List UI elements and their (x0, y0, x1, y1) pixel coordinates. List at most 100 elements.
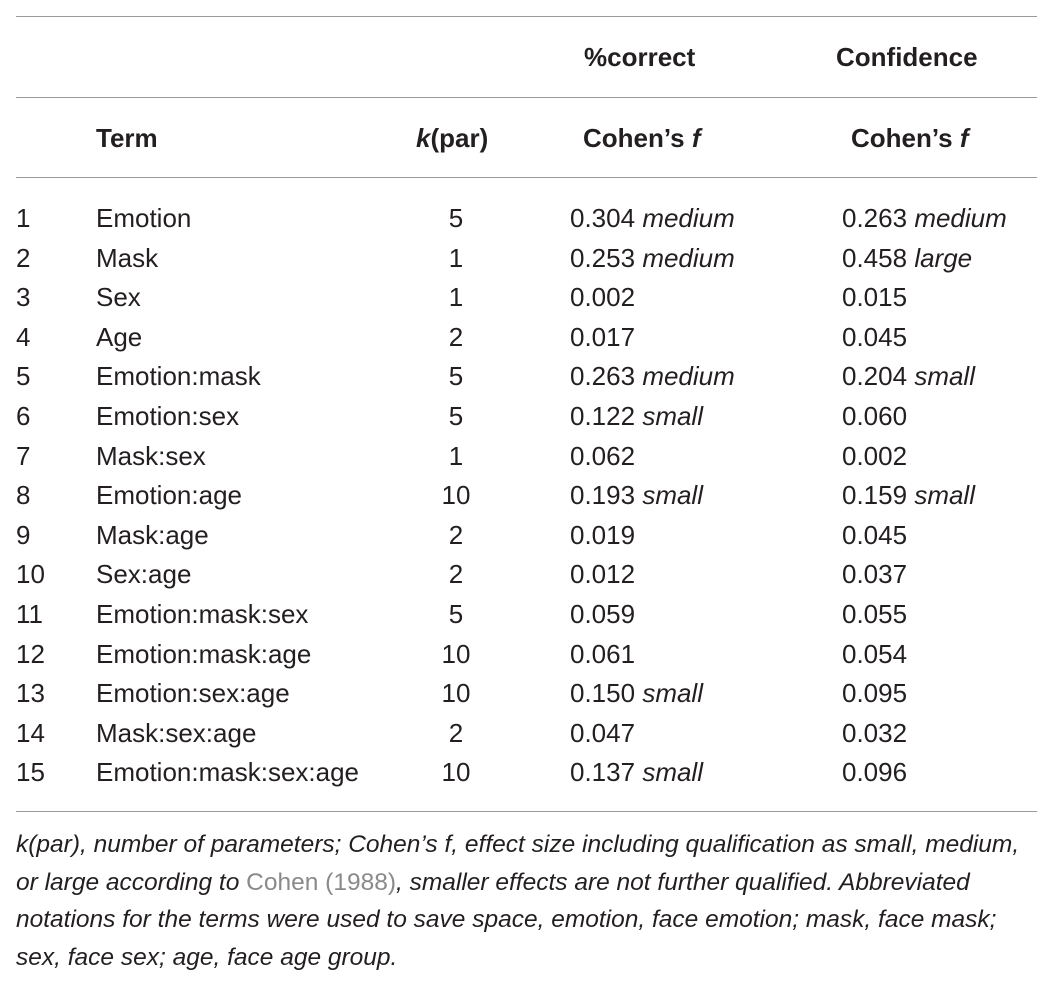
header-cohen-f-pct: Cohen’s f (583, 121, 701, 155)
row-k-par: 10 (441, 757, 471, 787)
row-term: Sex (96, 282, 141, 312)
header-cohen-prefix-conf: Cohen’s (851, 123, 960, 153)
row-pct-correct-value: 0.017 (570, 322, 636, 352)
row-pct-correct-qualifier: medium (642, 203, 735, 233)
footnote-citation-link[interactable]: Cohen (1988) (246, 868, 396, 896)
header-confidence: Confidence (836, 42, 978, 72)
row-pct-correct-cohen-f: 0.150 small (570, 676, 703, 710)
row-pct-correct-value: 0.019 (570, 520, 636, 550)
row-term: Sex:age (96, 559, 192, 589)
row-confidence-cohen-f: 0.015 (842, 280, 907, 314)
row-confidence-value: 0.002 (842, 441, 908, 471)
row-number: 14 (16, 718, 45, 748)
row-k-par: 2 (448, 718, 464, 748)
row-pct-correct-value: 0.137 (570, 757, 636, 787)
row-number: 4 (16, 322, 31, 352)
row-pct-correct-value: 0.304 (570, 203, 636, 233)
header-k-italic: k (416, 123, 431, 153)
row-term: Age (96, 322, 143, 352)
row-term: Mask:sex:age (96, 718, 257, 748)
row-confidence-value: 0.015 (842, 282, 908, 312)
row-number: 8 (16, 480, 31, 510)
row-pct-correct-cohen-f: 0.193 small (570, 478, 703, 512)
row-k-par: 5 (448, 401, 464, 431)
row-confidence-cohen-f: 0.002 (842, 439, 907, 473)
row-number: 9 (16, 520, 31, 550)
row-k-par: 10 (441, 480, 471, 510)
row-confidence-value: 0.095 (842, 678, 908, 708)
row-pct-correct-cohen-f: 0.012 (570, 557, 635, 591)
row-term: Emotion:mask:sex (96, 599, 309, 629)
row-pct-correct-value: 0.122 (570, 401, 636, 431)
row-pct-correct-qualifier: medium (642, 243, 735, 273)
row-pct-correct-value: 0.253 (570, 243, 636, 273)
row-k-par: 10 (441, 678, 471, 708)
row-confidence-cohen-f: 0.045 (842, 518, 907, 552)
row-confidence-value: 0.060 (842, 401, 908, 431)
row-k-par: 10 (441, 639, 471, 669)
row-pct-correct-qualifier: medium (642, 361, 735, 391)
row-confidence-value: 0.263 (842, 203, 908, 233)
row-confidence-value: 0.037 (842, 559, 908, 589)
row-term: Emotion:sex:age (96, 678, 290, 708)
body-bottom-rule (16, 811, 1037, 812)
top-rule (16, 16, 1037, 17)
row-number: 2 (16, 243, 31, 273)
row-pct-correct-cohen-f: 0.062 (570, 439, 635, 473)
row-term: Emotion (96, 203, 192, 233)
row-pct-correct-value: 0.193 (570, 480, 636, 510)
row-pct-correct-value: 0.263 (570, 361, 636, 391)
row-pct-correct-value: 0.002 (570, 282, 636, 312)
row-pct-correct-cohen-f: 0.061 (570, 637, 635, 671)
footnote-text-1: k(par), number of parameters; Cohen’s f,… (16, 831, 1020, 896)
row-confidence-qualifier: large (914, 243, 973, 273)
row-pct-correct-cohen-f: 0.059 (570, 597, 635, 631)
row-k-par: 1 (448, 282, 464, 312)
row-confidence-qualifier: medium (914, 203, 1007, 233)
row-confidence-cohen-f: 0.054 (842, 637, 907, 671)
row-confidence-cohen-f: 0.045 (842, 320, 907, 354)
row-number: 7 (16, 441, 31, 471)
row-term: Emotion:age (96, 480, 242, 510)
row-number: 6 (16, 401, 31, 431)
header-cohen-f-letter-pct: f (691, 123, 701, 153)
row-k-par: 5 (448, 361, 464, 391)
header-pct-correct: %correct (584, 42, 696, 72)
row-confidence-cohen-f: 0.060 (842, 399, 907, 433)
row-pct-correct-cohen-f: 0.253 medium (570, 241, 735, 275)
row-pct-correct-value: 0.062 (570, 441, 636, 471)
row-pct-correct-cohen-f: 0.137 small (570, 755, 703, 789)
row-k-par: 5 (448, 203, 464, 233)
row-pct-correct-cohen-f: 0.047 (570, 716, 635, 750)
row-term: Mask:sex (96, 441, 206, 471)
row-term: Emotion:mask (96, 361, 261, 391)
row-number: 5 (16, 361, 31, 391)
row-pct-correct-cohen-f: 0.002 (570, 280, 635, 314)
row-confidence-cohen-f: 0.263 medium (842, 201, 1007, 235)
header-rule (16, 177, 1037, 178)
row-pct-correct-value: 0.059 (570, 599, 636, 629)
row-confidence-cohen-f: 0.037 (842, 557, 907, 591)
row-term: Mask (96, 243, 159, 273)
row-number: 15 (16, 757, 45, 787)
row-pct-correct-value: 0.061 (570, 639, 636, 669)
row-pct-correct-qualifier: small (642, 757, 703, 787)
row-k-par: 2 (448, 322, 464, 352)
row-pct-correct-cohen-f: 0.122 small (570, 399, 703, 433)
row-pct-correct-value: 0.012 (570, 559, 636, 589)
row-pct-correct-cohen-f: 0.263 medium (570, 359, 735, 393)
row-confidence-cohen-f: 0.095 (842, 676, 907, 710)
row-number: 12 (16, 639, 45, 669)
row-confidence-value: 0.159 (842, 480, 908, 510)
row-term: Emotion:mask:age (96, 639, 312, 669)
row-confidence-value: 0.045 (842, 322, 908, 352)
table-footnote: k(par), number of parameters; Cohen’s f,… (16, 826, 1036, 976)
row-term: Mask:age (96, 520, 209, 550)
row-confidence-value: 0.054 (842, 639, 908, 669)
row-k-par: 1 (448, 243, 464, 273)
header-k-par: k(par) (416, 121, 488, 155)
row-confidence-value: 0.055 (842, 599, 908, 629)
row-k-par: 1 (448, 441, 464, 471)
header-cohen-prefix-pct: Cohen’s (583, 123, 692, 153)
footnote-text-2: , smaller effects are not further qualif… (16, 868, 997, 971)
